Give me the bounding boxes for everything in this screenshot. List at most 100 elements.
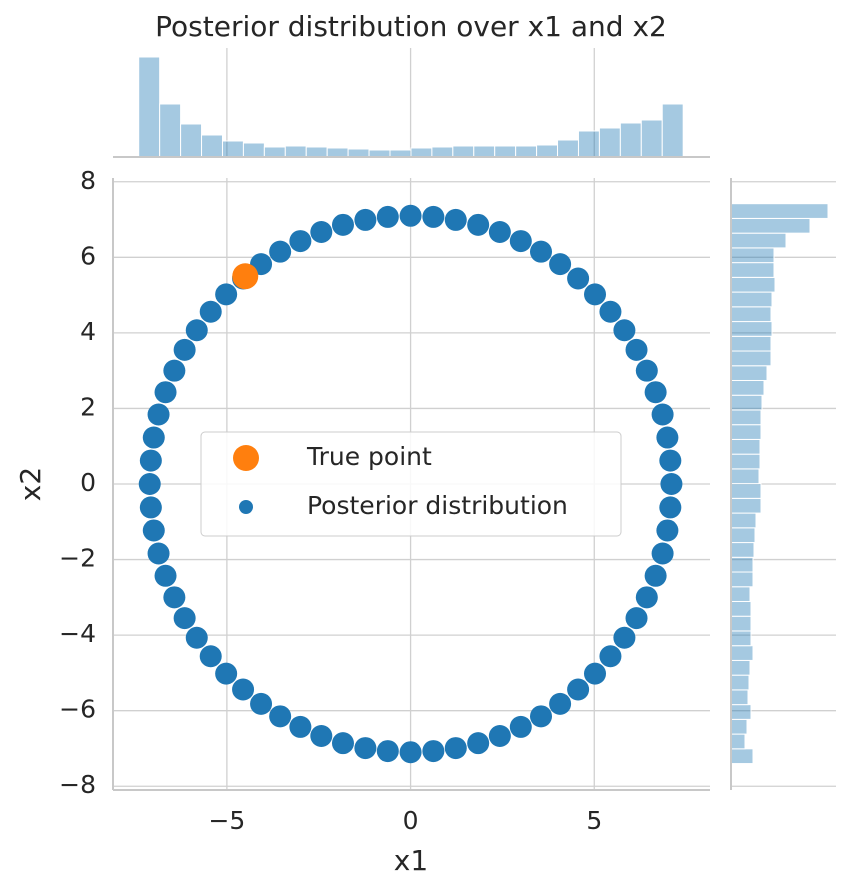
hist-bar [326,147,349,158]
y-tick-label: 4 [80,317,96,346]
legend-label: True point [306,442,432,471]
hist-bar [730,306,772,323]
scatter-point [659,449,682,472]
hist-bar [730,409,762,426]
hist-bar [730,748,754,765]
legend: True point Posterior distribution [200,431,622,537]
hist-bar [730,527,756,544]
scatter-point [399,204,422,227]
hist-bar [730,232,787,249]
scatter-point [644,381,667,404]
scatter-point [656,426,679,449]
scatter-point [613,319,636,342]
hist-bar [730,556,754,573]
scatter-point [651,403,674,426]
hist-bar [730,365,768,381]
hist-bar [730,615,752,632]
hist-bar [730,674,750,691]
scatter-point [444,208,467,231]
hist-bar [730,335,772,352]
scatter-point [147,542,170,565]
hist-bar [730,497,762,514]
scatter-point [154,381,177,404]
scatter-point [376,740,399,763]
scatter-point [659,496,682,519]
scatter-point [139,449,162,472]
scatter-point [509,715,532,738]
hist-bar [410,147,433,158]
scatter-point [509,230,532,253]
hist-bar [661,103,684,158]
hist-bar [473,145,496,158]
hist-bar [180,123,203,158]
hist-bar [640,119,663,158]
hist-bar [138,56,161,158]
scatter-point [422,205,445,228]
marks-layer [138,56,829,765]
hist-bar [730,262,775,278]
hist-bar [221,140,244,158]
hist-bar [730,512,757,529]
hist-bar [730,217,811,234]
legend-marker [233,445,259,471]
scatter-point [488,724,511,747]
hist-bar [515,145,538,158]
scatter-point [147,403,170,426]
hist-bar [730,424,762,440]
scatter-point [567,267,590,290]
hist-bar [389,149,412,158]
hist-bar [730,291,773,308]
hist-bar [730,718,748,735]
x-tick-label: −5 [208,806,245,835]
scatter-point [660,473,683,495]
hist-bar [730,586,751,602]
legend-marker [239,500,253,514]
hist-bar [730,321,773,337]
x-axis-label: x1 [394,844,428,877]
hist-bar [598,127,621,158]
scatter-point [269,240,292,263]
scatter-point [142,426,165,449]
hist-bar [730,659,751,676]
hist-bar [159,103,182,158]
y-axis-label: x2 [14,467,47,501]
scatter-point [289,715,312,738]
hist-bar [730,630,752,647]
scatter-point [584,662,607,685]
scatter-point [269,705,292,728]
x-tick-label: 0 [403,806,419,835]
hist-bar [557,139,579,158]
scatter-point [599,645,622,668]
scatter-point [215,662,238,685]
hist-bar [730,542,755,558]
scatter-point [232,678,255,701]
y-tick-label: −6 [59,695,96,724]
hist-bar [730,453,761,470]
scatter-point [185,626,208,649]
x-tick-label: 5 [586,806,602,835]
hist-bar [730,438,761,455]
hist-bar [730,468,760,485]
hist-bar [730,379,765,396]
scatter-point [651,542,674,565]
hist-bar [201,134,223,158]
y-tick-label: 0 [80,468,96,497]
hist-bar [452,145,475,158]
hist-bar [577,130,600,158]
y-tick-label: 8 [80,166,96,195]
hist-bar [730,394,763,411]
scatter-point [310,724,333,747]
hist-bar [730,350,772,367]
scatter-point [635,586,658,609]
scatter-point [163,586,186,609]
hist-bar [494,145,517,158]
hist-bar [431,146,454,158]
scatter-point [289,230,312,253]
hist-bar [730,704,752,720]
scatter-point [530,705,553,728]
scatter-point [354,208,377,231]
legend-label: Posterior distribution [307,491,568,520]
scatter-point [625,338,648,361]
scatter-point [331,213,354,236]
